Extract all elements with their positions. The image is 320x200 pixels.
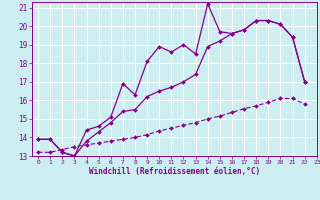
X-axis label: Windchill (Refroidissement éolien,°C): Windchill (Refroidissement éolien,°C) [89, 167, 260, 176]
